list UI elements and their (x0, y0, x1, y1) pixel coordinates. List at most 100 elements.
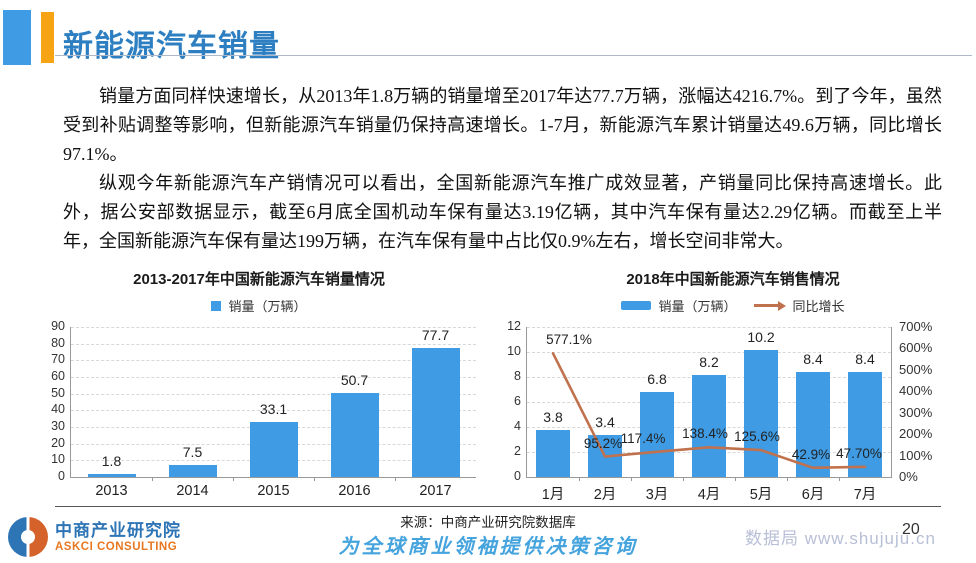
growth-value-label: 95.2% (583, 435, 623, 451)
y-axis-left-tick-label: 10 (507, 344, 521, 358)
x-axis-tick (683, 477, 684, 481)
y-axis-tick-label: 80 (51, 335, 65, 350)
company-tagline: 为全球商业领袖提供决策咨询 (338, 536, 638, 558)
gridline (527, 327, 891, 328)
logo-name-en: ASKCI CONSULTING (55, 540, 178, 553)
legend-sales-label: 销量（万辆） (658, 299, 737, 314)
x-axis-tick (395, 477, 396, 481)
monthly-sales-bar (536, 429, 570, 477)
gridline (71, 393, 476, 395)
bar-value-label: 8.4 (803, 351, 823, 367)
y-axis-left-tick-label: 8 (514, 369, 521, 383)
gridline (71, 377, 476, 378)
askci-logo-icon (8, 517, 48, 557)
x-axis-tick-label: 3月 (645, 487, 669, 503)
gridline (71, 360, 476, 362)
legend-growth-label: 同比增长 (792, 299, 845, 314)
page-title: 新能源汽车销量 (63, 30, 280, 63)
growth-value-label: 117.4% (620, 430, 666, 446)
monthly-sales-bar (692, 374, 726, 477)
growth-value-label: 138.4% (682, 426, 728, 442)
y-axis-right-tick-label: 100% (899, 447, 933, 463)
annual-sales-plot: 0 10 20 30 40 50 60 70 80 90 1.8 2013 7.5 2014 33.1 201… (51, 319, 476, 499)
legend-sales-label: 销量（万辆） (228, 299, 307, 314)
paragraph-ownership: 纵观今年新能源汽车产销情况可以看出，全国新能源汽车推广成效显著，产销量同比保持高… (63, 173, 942, 251)
header-divider (55, 55, 972, 56)
y-axis-tick-label: 70 (51, 352, 65, 367)
bar-value-label: 33.1 (259, 400, 288, 417)
chart-annual-sales-title: 2013-2017年中国新能源汽车销量情况 (133, 271, 385, 288)
y-axis-tick-label: 30 (51, 419, 65, 433)
header-accent-bar (41, 12, 54, 63)
y-axis-tick-label: 60 (51, 369, 65, 383)
sales-bar (168, 464, 217, 477)
x-axis-tick-label: 2014 (176, 483, 209, 499)
y-axis-tick-label: 10 (51, 452, 65, 467)
x-axis-tick-label: 2月 (593, 487, 617, 503)
legend-line-arrow-icon (753, 300, 786, 311)
bar-value-label: 3.8 (543, 408, 563, 425)
shujuju-watermark: 数据局 www.shujuju.cn (745, 524, 936, 549)
growth-value-label: 577.1% (546, 332, 592, 348)
monthly-sales-bar (640, 392, 674, 477)
bar-value-label: 10.2 (747, 328, 775, 345)
legend-square-icon (211, 300, 222, 311)
growth-value-label: 42.9% (791, 446, 831, 462)
y-axis-right-tick-label: 200% (899, 426, 933, 442)
y-axis-left-tick-label: 0 (514, 469, 521, 483)
y-axis-right-tick-label: 500% (899, 361, 933, 377)
monthly-sales-plot: 0 2 4 6 8 10 12 0% 100% 200% 300% 400% 500% 600% 700% 3… (507, 319, 932, 503)
bar-value-label: 7.5 (182, 443, 203, 460)
y-axis-left-tick-label: 2 (514, 444, 521, 458)
bar-value-label: 1.8 (101, 453, 122, 469)
body-text: 销量方面同样快速增长，从2013年1.8万辆的销量增至2017年达77.7万辆，… (63, 82, 942, 256)
bar-value-label: 8.2 (699, 353, 719, 370)
x-axis-tick (314, 477, 315, 481)
growth-value-label: 47.70% (836, 445, 882, 461)
x-axis-tick (839, 477, 840, 481)
source-note: 来源：中商产业研究院数据库 (400, 515, 576, 530)
y-axis-left-tick-label: 6 (514, 394, 521, 408)
bar-value-label: 3.4 (595, 413, 615, 430)
x-axis-tick-label: 7月 (853, 487, 877, 503)
y-axis-tick-label: 50 (51, 385, 65, 400)
monthly-sales-bar (744, 349, 778, 477)
y-axis-right-tick-label: 700% (899, 319, 933, 334)
y-axis-tick-label: 0 (58, 469, 65, 483)
legend-bar-icon (621, 301, 652, 310)
watermark-url: www.shujuju.cn (804, 529, 936, 548)
gridline (527, 352, 891, 353)
chart-monthly-sales-legend: 销量（万辆） 同比增长 (494, 296, 972, 315)
x-axis-tick (787, 477, 788, 481)
chart-annual-sales: 2013-2017年中国新能源汽车销量情况 销量（万辆） 0 10 20 30 40 50… (30, 268, 488, 499)
y-axis-tick-label: 90 (51, 319, 65, 333)
askci-logo: 中商产业研究院 ASKCI CONSULTING (8, 517, 181, 557)
x-axis-tick-label: 2015 (257, 483, 290, 499)
x-axis-tick (152, 477, 153, 481)
askci-logo-text: 中商产业研究院 ASKCI CONSULTING (55, 521, 181, 554)
page-number: 20 (902, 521, 920, 538)
x-axis-tick (579, 477, 580, 481)
x-axis-tick (735, 477, 736, 481)
paragraph-sales-growth: 销量方面同样快速增长，从2013年1.8万辆的销量增至2017年达77.7万辆，… (63, 86, 942, 164)
bar-value-label: 8.4 (855, 351, 875, 367)
y-axis-right-tick-label: 600% (899, 340, 933, 356)
y-axis-right-tick-label: 300% (899, 404, 933, 420)
x-axis-tick-label: 2013 (95, 483, 128, 499)
logo-name-cn: 中商产业研究院 (55, 520, 181, 540)
sales-bar (87, 474, 136, 477)
y-axis-left-tick-label: 12 (507, 319, 521, 333)
sales-bar (330, 392, 379, 477)
x-axis-tick-label: 2017 (419, 483, 452, 499)
bar-value-label: 6.8 (647, 371, 667, 387)
chart-annual-sales-legend: 销量（万辆） (30, 296, 488, 315)
chart-monthly-sales-title: 2018年中国新能源汽车销售情况 (626, 271, 840, 288)
x-axis-tick-label: 6月 (801, 487, 825, 503)
chart-monthly-sales: 2018年中国新能源汽车销售情况 销量（万辆） 同比增长 0 2 4 6 8 10 12 0%… (494, 268, 972, 503)
x-axis-tick-label: 1月 (541, 487, 565, 503)
watermark-name: 数据局 (745, 529, 799, 548)
growth-line (551, 351, 867, 470)
bar-value-label: 50.7 (340, 371, 369, 388)
x-axis-tick (233, 477, 234, 481)
